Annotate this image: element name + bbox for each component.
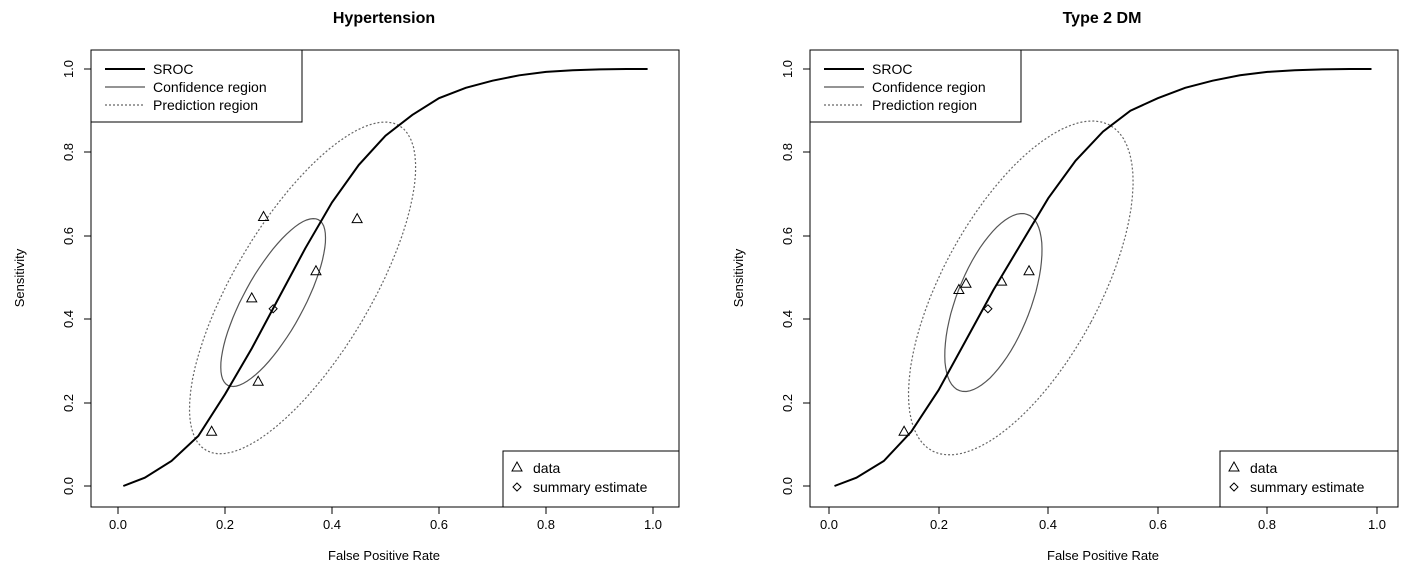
panel-type-2-dm: Type 2 DM False Positive Rate Sensitivit… — [731, 10, 1399, 563]
data-point-triangle — [245, 291, 258, 303]
panel-hypertension: Hypertension False Positive Rate Sensiti… — [12, 10, 680, 563]
y-tick-label: 1.0 — [61, 60, 76, 78]
plot-marks — [122, 68, 648, 487]
x-axis-label: False Positive Rate — [328, 548, 440, 563]
legend-summary-label: summary estimate — [1250, 479, 1365, 495]
x-tick-label: 0.0 — [109, 517, 127, 532]
x-tick-label: 0.2 — [216, 517, 234, 532]
plot-marks — [834, 68, 1372, 487]
legend-summary-label: summary estimate — [533, 479, 648, 495]
x-tick-label: 1.0 — [644, 517, 662, 532]
x-tick-label: 0.4 — [323, 517, 341, 532]
y-tick-label: 0.6 — [780, 227, 795, 245]
x-tick-label: 0.0 — [820, 517, 838, 532]
chart-title: Hypertension — [333, 10, 435, 27]
y-tick-label: 0.2 — [780, 394, 795, 412]
x-tick-label: 0.6 — [1149, 517, 1167, 532]
confidence-region-ellipse — [220, 217, 327, 388]
y-tick-label: 0.8 — [780, 143, 795, 161]
prediction-region-ellipse — [907, 120, 1134, 456]
y-tick-label: 0.0 — [780, 477, 795, 495]
y-tick-labels: 0.0 0.2 0.4 0.6 0.8 1.0 — [780, 60, 795, 495]
y-tick-label: 0.4 — [780, 310, 795, 328]
legend-prediction-label: Prediction region — [153, 97, 258, 113]
data-point-triangle — [257, 210, 270, 222]
legend-sroc-label: SROC — [153, 61, 193, 77]
x-tick-label: 0.8 — [537, 517, 555, 532]
x-axis — [117, 506, 654, 514]
legend-top-box — [809, 49, 1022, 123]
y-axis-label: Sensitivity — [12, 248, 27, 307]
y-axis-label: Sensitivity — [731, 248, 746, 307]
legend-data-label: data — [533, 460, 560, 476]
legend-top: SROC Confidence region Prediction region — [90, 49, 303, 123]
data-point-triangle — [953, 283, 965, 295]
legend-sroc-label: SROC — [872, 61, 912, 77]
data-point-triangle — [995, 275, 1008, 286]
legend-data-label: data — [1250, 460, 1277, 476]
legend-data-triangle-icon — [511, 460, 523, 472]
y-axis — [803, 68, 811, 487]
y-tick-label: 1.0 — [780, 60, 795, 78]
y-axis — [84, 68, 92, 487]
data-point-triangle — [205, 425, 218, 436]
sroc-curve — [834, 68, 1372, 487]
summary-estimate-diamond — [268, 304, 278, 314]
y-tick-label: 0.4 — [61, 310, 76, 328]
legend-bottom: data summary estimate — [502, 450, 680, 508]
y-tick-label: 0.8 — [61, 143, 76, 161]
x-axis — [828, 506, 1378, 514]
y-tick-label: 0.6 — [61, 227, 76, 245]
data-point-triangle — [310, 264, 322, 276]
legend-summary-diamond-icon — [512, 482, 522, 492]
legend-bottom-box — [1219, 450, 1399, 508]
legend-top: SROC Confidence region Prediction region — [809, 49, 1022, 123]
legend-confidence-label: Confidence region — [872, 79, 986, 95]
y-tick-label: 0.2 — [61, 394, 76, 412]
data-point-triangle — [960, 277, 972, 288]
x-tick-labels: 0.0 0.2 0.4 0.6 0.8 1.0 — [109, 517, 662, 532]
legend-prediction-label: Prediction region — [872, 97, 977, 113]
legend-confidence-label: Confidence region — [153, 79, 267, 95]
legend-summary-diamond-icon — [1229, 482, 1239, 492]
x-axis-label: False Positive Rate — [1047, 548, 1159, 563]
x-tick-label: 1.0 — [1368, 517, 1386, 532]
y-tick-label: 0.0 — [61, 477, 76, 495]
data-point-triangle — [898, 425, 910, 436]
legend-bottom: data summary estimate — [1219, 450, 1399, 508]
x-tick-label: 0.8 — [1258, 517, 1276, 532]
confidence-region-ellipse — [944, 213, 1043, 393]
sroc-curve — [122, 68, 648, 487]
chart-title: Type 2 DM — [1063, 10, 1142, 27]
y-tick-labels: 0.0 0.2 0.4 0.6 0.8 1.0 — [61, 60, 76, 495]
data-point-triangle — [252, 375, 265, 386]
legend-data-triangle-icon — [1228, 460, 1240, 472]
x-tick-label: 0.4 — [1039, 517, 1057, 532]
data-point-triangle — [351, 212, 363, 224]
summary-estimate-diamond — [983, 304, 993, 314]
legend-top-box — [90, 49, 303, 123]
data-point-triangle — [1023, 264, 1035, 276]
x-tick-labels: 0.0 0.2 0.4 0.6 0.8 1.0 — [820, 517, 1386, 532]
x-tick-label: 0.2 — [930, 517, 948, 532]
legend-bottom-box — [502, 450, 680, 508]
prediction-region-ellipse — [188, 121, 417, 455]
x-tick-label: 0.6 — [430, 517, 448, 532]
